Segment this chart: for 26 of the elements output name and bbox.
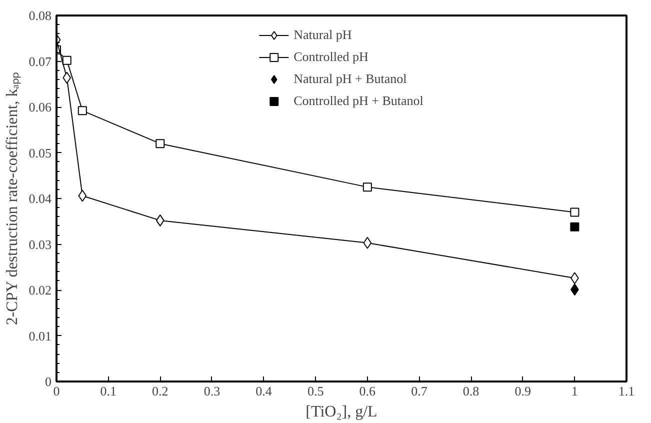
legend-label: Natural pH xyxy=(294,27,352,43)
x-axis-title: [TiO₂], g/L xyxy=(306,404,378,420)
x-tick-label: 0.9 xyxy=(514,384,531,398)
y-tick-label: 0.06 xyxy=(28,100,52,114)
y-tick-label: 0.07 xyxy=(28,54,52,69)
x-tick-label: 1.1 xyxy=(618,384,635,398)
legend-label: Controlled pH + Butanol xyxy=(294,93,424,109)
y-tick-label: 0 xyxy=(45,374,52,389)
x-tick-label: 0.6 xyxy=(359,384,376,398)
y-tick-label: 0.01 xyxy=(28,328,52,344)
x-tick-label: 0.7 xyxy=(411,384,428,398)
x-tick-label: 0.5 xyxy=(307,384,324,398)
y-tick-label: 0.04 xyxy=(28,191,52,206)
x-tick-label: 0.4 xyxy=(256,384,272,398)
x-tick-label: 0.3 xyxy=(204,384,220,398)
y-tick-label: 0.02 xyxy=(28,282,52,298)
y-tick-label: 0.03 xyxy=(28,236,52,252)
x-tick-label: 1 xyxy=(571,384,578,398)
y-tick-label: 0.08 xyxy=(28,8,52,23)
x-tick-label: 0.8 xyxy=(462,384,480,398)
x-tick-label: 0.2 xyxy=(152,384,168,398)
x-tick-label: 0.1 xyxy=(100,384,116,398)
y-axis-title: 2-CPY destruction rate-coefficient, kₐₚₚ xyxy=(4,72,21,326)
legend-label: Natural pH + Butanol xyxy=(294,71,407,87)
y-tick-label: 0.05 xyxy=(28,145,52,160)
legend-label: Controlled pH xyxy=(294,49,368,65)
